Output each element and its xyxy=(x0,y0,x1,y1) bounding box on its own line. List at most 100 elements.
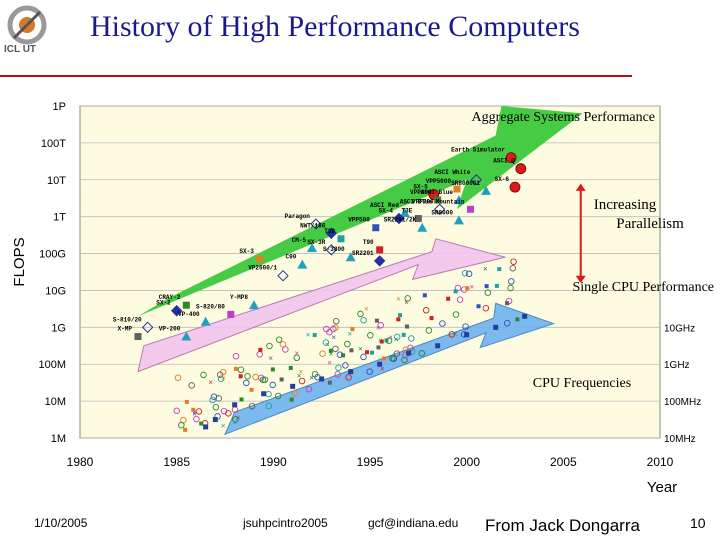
cpu-point: × xyxy=(364,305,369,314)
system-label: ASCI Red xyxy=(370,202,399,209)
frequency-point-8 xyxy=(406,350,412,356)
frequency-point-0 xyxy=(203,424,209,430)
cpu-point xyxy=(422,293,427,298)
system-marker xyxy=(434,196,442,204)
cpu-point: × xyxy=(298,367,303,376)
cpu-point xyxy=(446,296,451,301)
system-label: Earth Simulator xyxy=(451,147,505,154)
x-tick: 2010 xyxy=(647,455,674,469)
system-label: T3E xyxy=(402,208,413,215)
frequency-point-2 xyxy=(232,402,238,408)
cpu-point xyxy=(327,380,332,385)
cpu-point xyxy=(509,265,517,272)
cpu-point xyxy=(248,402,256,410)
system-label: CM-5 xyxy=(292,237,307,244)
cpu-point xyxy=(184,400,189,405)
system-label: SX-2 xyxy=(156,300,171,307)
slide-title: History of High Performance Computers xyxy=(90,10,580,43)
y-tick-left: 1G xyxy=(51,322,66,334)
y-tick-right: 1GHz xyxy=(664,360,690,371)
cpu-point xyxy=(344,340,351,348)
system-marker xyxy=(417,222,428,232)
system-label: SX-4 xyxy=(379,208,394,215)
system-label: C90 xyxy=(286,254,297,261)
cpu-point xyxy=(279,377,284,382)
y-tick-left: 10M xyxy=(45,396,66,408)
system-marker xyxy=(277,269,289,282)
icl-logo xyxy=(6,4,48,56)
system-label: VP-200 xyxy=(159,326,181,333)
x-axis-title: Year xyxy=(647,479,677,496)
cpu-point xyxy=(191,407,196,412)
cpu-point: × xyxy=(221,374,226,383)
cpu-point xyxy=(462,323,469,330)
cpu-point: × xyxy=(378,336,383,345)
frequency-point-10 xyxy=(464,332,470,338)
cpu-point xyxy=(366,368,373,375)
cpu-point: × xyxy=(388,333,393,342)
cpu-point: × xyxy=(309,374,314,383)
system-marker xyxy=(134,333,142,341)
cpu-point xyxy=(334,371,341,378)
cpu-point xyxy=(508,278,515,285)
cpu-point: × xyxy=(483,264,488,273)
frequency-point-12 xyxy=(522,313,528,319)
system-marker xyxy=(141,321,154,334)
cpu-point xyxy=(448,331,456,338)
cpu-point xyxy=(288,365,293,370)
cpu-point xyxy=(350,327,355,332)
cpu-point xyxy=(357,310,364,318)
cpu-point xyxy=(389,355,396,362)
cpu-point: × xyxy=(376,323,381,332)
logo-text: ICL UT xyxy=(4,44,37,55)
system-marker xyxy=(325,227,338,239)
system-label: S-820/80 xyxy=(196,303,225,310)
cpu-point xyxy=(291,390,299,397)
cpu-point xyxy=(269,381,277,389)
system-label: X-MP xyxy=(118,326,133,333)
cpu-point xyxy=(188,382,195,389)
system-label: SX-5 xyxy=(413,184,428,191)
title-rule xyxy=(0,75,632,77)
system-marker xyxy=(256,255,264,263)
single-cpu-arrow xyxy=(137,238,506,373)
cpu-point xyxy=(402,346,410,354)
system-marker xyxy=(345,252,356,262)
footer-credit: From Jack Dongarra xyxy=(485,516,640,535)
cpu-point: × xyxy=(294,349,299,358)
system-label: T90 xyxy=(363,239,374,246)
system-marker xyxy=(249,300,259,310)
parallelism-arrow-head-bottom xyxy=(575,275,586,284)
cpu-point xyxy=(367,332,374,339)
frequency-point-11 xyxy=(493,324,499,330)
cpu-point: × xyxy=(329,350,334,359)
y-tick-left: 100M xyxy=(38,359,66,371)
system-label: SX-3 xyxy=(239,248,254,255)
system-label: Paragon xyxy=(285,213,311,220)
cpu-point xyxy=(266,342,273,350)
system-label: T3D xyxy=(324,228,335,235)
cpu-point: × xyxy=(192,409,197,418)
cpu-point xyxy=(376,345,381,350)
cpu-point xyxy=(336,351,344,358)
cpu-point xyxy=(393,333,401,341)
cpu-point xyxy=(505,301,510,306)
system-marker xyxy=(414,215,422,223)
system-marker xyxy=(181,331,192,341)
cpu-point xyxy=(274,392,282,400)
system-marker xyxy=(505,152,517,164)
cpu-point xyxy=(484,284,489,289)
cpu-point: × xyxy=(453,329,458,338)
cpu-point: × xyxy=(331,333,336,342)
frequency-point-9 xyxy=(435,343,441,349)
cpu-point: × xyxy=(348,330,353,339)
cpu-point: × xyxy=(192,408,197,417)
system-marker xyxy=(481,185,491,195)
cpu-point xyxy=(505,297,513,305)
cpu-point xyxy=(322,339,330,346)
system-marker xyxy=(393,212,405,225)
cpu-point: × xyxy=(297,372,302,381)
cpu-point xyxy=(252,373,259,381)
cpu-point xyxy=(396,317,401,322)
